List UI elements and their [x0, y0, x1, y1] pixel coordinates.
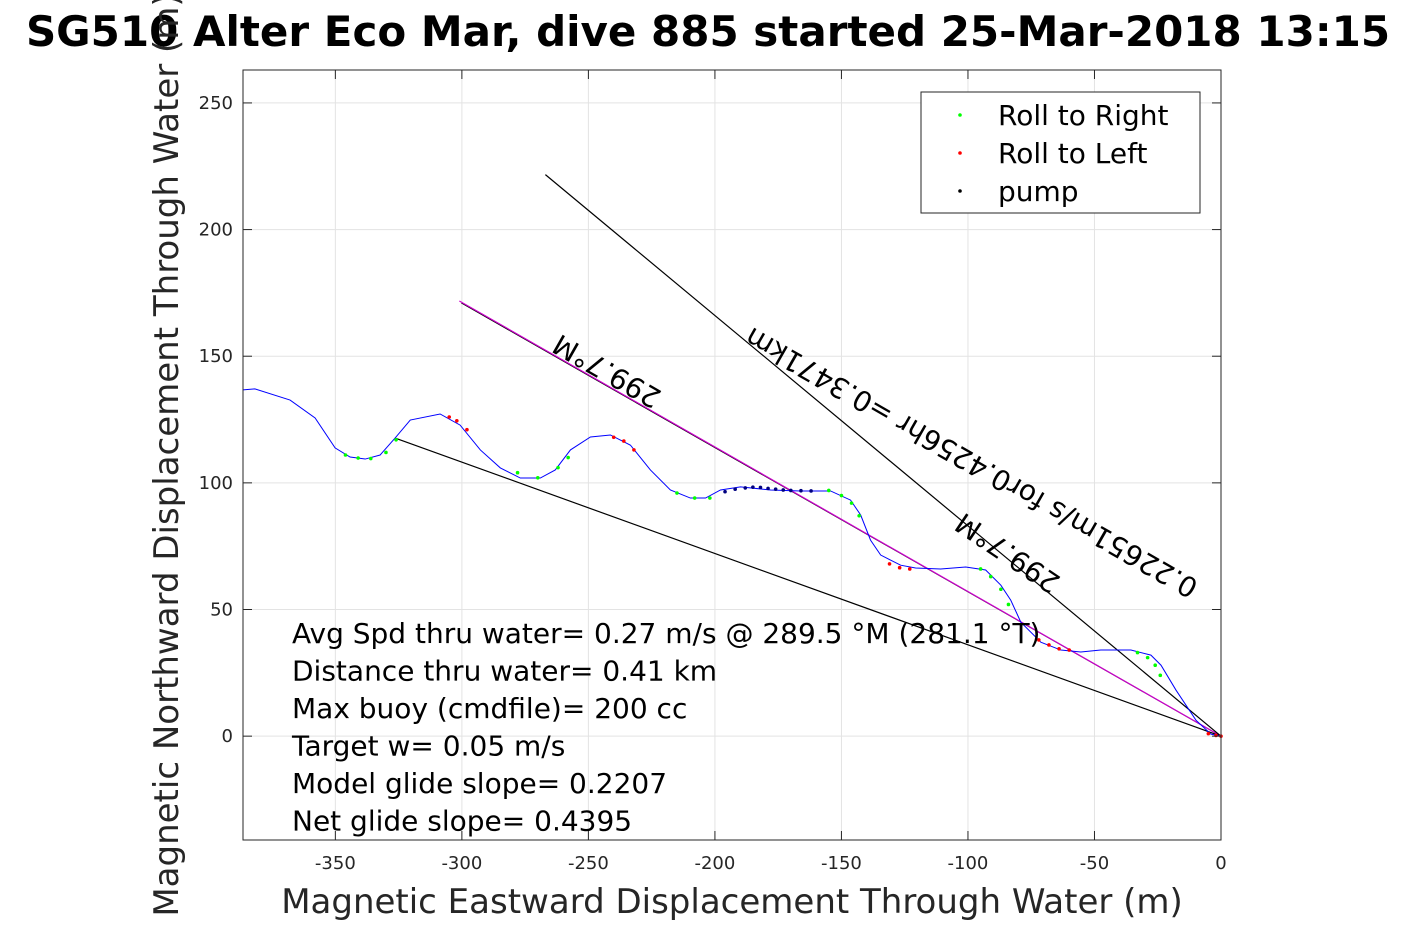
roll-left-point: [1057, 646, 1061, 651]
pump-point: [751, 485, 755, 489]
pump-point: [781, 488, 786, 492]
roll-right-point: [1145, 655, 1150, 660]
legend-marker-roll-right: [958, 113, 962, 117]
roll-right-point: [849, 501, 854, 505]
y-tick-label: 50: [210, 600, 233, 621]
roll-right-point: [857, 513, 861, 518]
roll-left-point: [455, 419, 459, 423]
roll-right-point: [394, 438, 398, 442]
legend-marker-roll-left: [958, 151, 962, 155]
pump-point: [789, 488, 793, 493]
roll-right-point: [535, 475, 540, 480]
x-tick-label: -100: [948, 853, 989, 874]
pump-point: [743, 486, 748, 490]
roll-right-point: [1158, 673, 1163, 678]
x-tick-label: -200: [694, 853, 735, 874]
annotation-line: Max buoy (cmdfile)= 200 cc: [292, 692, 687, 725]
roll-left-point: [622, 439, 626, 443]
trajectory-line: [242, 388, 1222, 737]
roll-right-point: [1006, 602, 1011, 607]
roll-left-point: [611, 435, 616, 440]
annotation-line: Target w= 0.05 m/s: [291, 730, 565, 763]
roll-right-point: [999, 587, 1003, 592]
x-axis-label: Magnetic Eastward Displacement Through W…: [281, 882, 1183, 922]
y-tick-label: 150: [199, 346, 233, 367]
roll-right-point: [566, 455, 570, 460]
x-tick-label: -250: [568, 853, 609, 874]
roll-right-point: [692, 496, 697, 500]
roll-right-point: [826, 488, 831, 493]
y-axis-label: Magnetic Northward Displacement Through …: [147, 0, 187, 917]
pump-point: [733, 487, 737, 491]
bound-line-lower: [394, 437, 1222, 737]
annotation-block: Avg Spd thru water= 0.27 m/s @ 289.5 °M …: [291, 617, 1040, 838]
roll-right-point: [988, 574, 993, 579]
ticks: -350 -300 -250 -200 -150 -100 -50 0 0 50 100 150 200…: [199, 70, 1227, 874]
roll-right-point: [384, 450, 388, 455]
roll-right-point: [1153, 663, 1158, 668]
x-tick-label: -300: [441, 853, 482, 874]
roll-right-point: [978, 567, 983, 571]
pump-point: [809, 489, 813, 493]
roll-right-point: [675, 491, 679, 495]
pump-point: [758, 485, 763, 490]
pump-point: [773, 487, 778, 491]
roll-left-point: [897, 565, 902, 570]
pump-point: [766, 486, 770, 491]
legend-box: [920, 91, 1201, 214]
axes-box: [242, 69, 1222, 841]
legend-label-pump: pump: [998, 175, 1079, 208]
y-tick-label: 0: [222, 726, 233, 747]
roll-right-point: [1135, 650, 1140, 655]
roll-left-point: [1214, 733, 1218, 738]
annotation-line: Avg Spd thru water= 0.27 m/s @ 289.5 °M …: [292, 617, 1040, 650]
annotation-line: Model glide slope= 0.2207: [292, 767, 667, 800]
roll-left-point: [1206, 731, 1211, 736]
roll-right-point: [515, 470, 520, 475]
legend-label-roll-left: Roll to Left: [998, 137, 1147, 170]
legend: Roll to Right Roll to Left pump: [920, 91, 1201, 214]
plot-content: 299.7°M 0.22651m/s for0.4256hr =0.3471km2…: [242, 174, 1223, 738]
roll-right-point: [708, 496, 712, 500]
roll-right-point: [356, 456, 360, 460]
roll-right-point: [556, 465, 560, 470]
x-tick-label: -150: [821, 853, 862, 874]
annotation-line: Distance thru water= 0.41 km: [292, 655, 717, 688]
roll-left-point: [1067, 648, 1071, 652]
roll-left-point: [632, 448, 636, 452]
roll-right-point: [839, 493, 844, 498]
y-tick-label: 200: [199, 220, 233, 241]
rotated-label: 299.7°M: [547, 327, 666, 414]
y-tick-label: 100: [199, 473, 233, 494]
roll-left-point: [887, 562, 892, 566]
rotated-label: 0.22651m/s for0.4256hr =0.3471km: [739, 320, 1203, 604]
annotation-line: Net glide slope= 0.4395: [292, 805, 632, 838]
roll-left-point: [907, 567, 912, 571]
roll-left-point: [465, 427, 469, 432]
chart-title: SG510 Alter Eco Mar, dive 885 started 25…: [26, 7, 1390, 56]
bound-line-upper: [544, 174, 1222, 737]
legend-label-roll-right: Roll to Right: [998, 99, 1169, 132]
x-tick-label: 0: [1215, 853, 1226, 874]
roll-left-point: [447, 415, 452, 419]
heading-line: [459, 300, 1222, 737]
roll-left-point: [1037, 638, 1041, 642]
roll-right-point: [368, 456, 373, 461]
pump-point: [723, 489, 727, 494]
legend-marker-pump: [958, 189, 962, 193]
roll-left-point: [1047, 643, 1051, 647]
roll-right-point: [343, 453, 348, 457]
pump-point: [799, 488, 803, 493]
x-tick-label: -50: [1080, 853, 1109, 874]
x-tick-label: -350: [315, 853, 356, 874]
y-tick-label: 250: [199, 93, 233, 114]
